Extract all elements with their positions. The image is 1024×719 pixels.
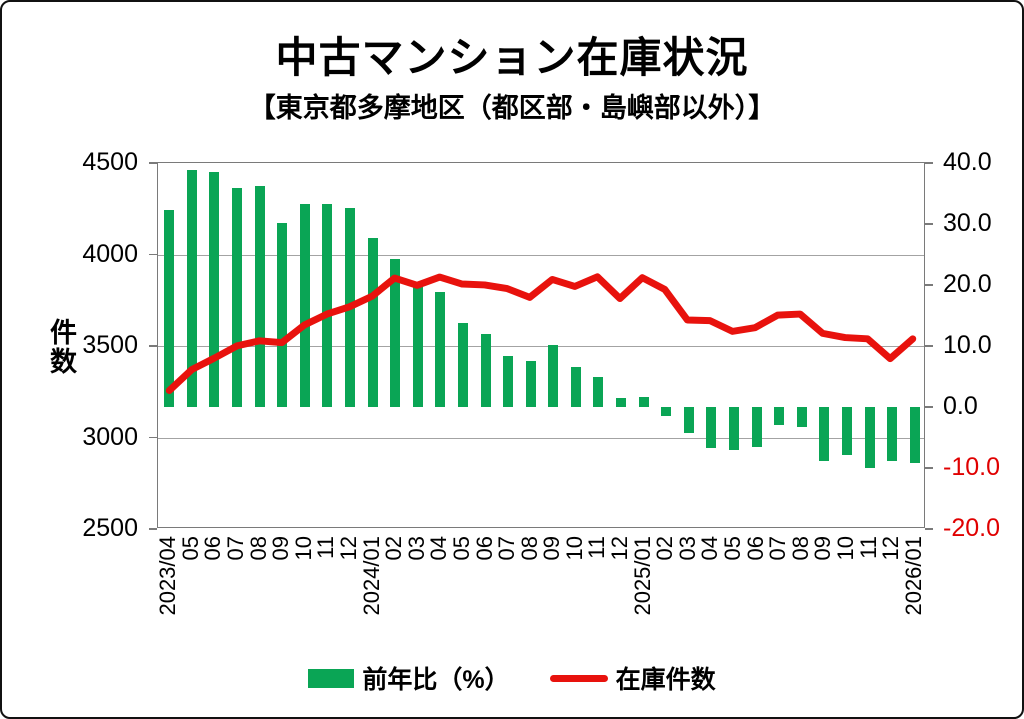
- axis-tick: [149, 253, 157, 255]
- x-axis-label: 11: [855, 536, 881, 559]
- axis-tick: [925, 345, 933, 347]
- bar: [887, 407, 898, 461]
- x-axis-label: 07: [223, 536, 249, 561]
- line-series: [165, 273, 917, 395]
- x-axis-label: 06: [742, 536, 768, 561]
- bar: [457, 323, 468, 407]
- bar: [299, 203, 310, 407]
- bar: [412, 281, 423, 407]
- x-axis-label: 10: [290, 536, 316, 561]
- axis-tick: [149, 528, 157, 530]
- x-axis-label: 03: [403, 536, 429, 561]
- x-axis-label: 10: [561, 536, 587, 561]
- left-axis-title: 件数: [46, 318, 76, 376]
- axis-tick: [925, 223, 933, 225]
- bar: [277, 222, 288, 407]
- axis-tick: [925, 284, 933, 286]
- axis-tick: [149, 436, 157, 438]
- chart-title: 中古マンション在庫状況: [275, 34, 749, 81]
- bar: [209, 171, 220, 407]
- axis-tick: [925, 528, 933, 530]
- bar: [638, 397, 649, 407]
- bar: [548, 344, 559, 407]
- bar: [367, 238, 378, 407]
- axis-tick: [925, 406, 933, 408]
- bar: [729, 407, 739, 451]
- bar: [390, 258, 401, 407]
- legend-item-line: 在庫件数: [549, 660, 716, 696]
- bar: [819, 407, 830, 461]
- bar: [232, 188, 243, 407]
- bar: [909, 407, 920, 463]
- bar: [322, 204, 333, 407]
- x-axis-label: 08: [787, 536, 813, 561]
- axis-tick: [925, 162, 933, 164]
- bar: [706, 407, 717, 449]
- bar: [525, 361, 536, 407]
- x-axis-label: 11: [584, 536, 610, 559]
- bar: [751, 407, 762, 448]
- x-axis-label: 06: [471, 536, 497, 561]
- grid-line: [158, 437, 924, 439]
- chart-subtitle: 【東京都多摩地区（都区部・島嶼部以外）】: [248, 93, 776, 123]
- bar: [683, 407, 694, 434]
- bar: [864, 407, 875, 468]
- x-axis-label: 12: [336, 536, 361, 561]
- axis-tick: [149, 162, 157, 164]
- legend: 前年比（%） 在庫件数: [2, 660, 1022, 696]
- line-series-label: 在庫件数: [615, 666, 716, 694]
- bar-series-swatch: [308, 668, 355, 688]
- axis-tick: [925, 467, 933, 469]
- x-axis-label: 02: [381, 536, 407, 561]
- bar: [616, 397, 627, 407]
- x-axis-label: 04: [426, 536, 452, 561]
- x-axis-label: 09: [268, 536, 294, 561]
- axis-tick: [149, 345, 157, 347]
- legend-item-bar: 前年比（%）: [308, 660, 510, 696]
- x-axis-label: 03: [674, 536, 700, 561]
- x-axis-label: 2023/04: [155, 536, 181, 616]
- bar: [841, 407, 852, 456]
- x-axis-label: 07: [494, 536, 520, 561]
- grid-line: [158, 254, 924, 256]
- bar: [593, 377, 604, 407]
- x-axis-label: 06: [200, 536, 226, 561]
- bar: [254, 186, 265, 407]
- x-axis-label: 12: [878, 536, 904, 561]
- bar: [796, 407, 807, 428]
- x-axis-label: 10: [832, 536, 858, 561]
- bar: [164, 209, 175, 407]
- plot-area: [157, 162, 925, 528]
- x-axis-labels: 2023/04 05 06 07 08 09 10 11 12 2024/01 02 03 04 05 06…: [155, 528, 926, 646]
- x-axis-label: 04: [697, 536, 723, 561]
- x-axis-label: 07: [765, 536, 791, 561]
- x-axis-label: 08: [245, 536, 271, 561]
- x-axis-label: 2026/01: [900, 536, 926, 616]
- x-axis-label: 12: [607, 536, 633, 561]
- bar-series-label: 前年比（%）: [362, 666, 510, 694]
- x-axis-label: 05: [720, 536, 745, 561]
- x-axis-label: 05: [177, 536, 203, 561]
- bar: [774, 407, 785, 425]
- x-axis-label: 02: [652, 536, 678, 561]
- x-axis-label: 2025/01: [629, 536, 655, 616]
- x-axis-label: 11: [313, 536, 339, 559]
- bar: [503, 355, 514, 407]
- x-axis-label: 09: [539, 536, 565, 561]
- grid-line: [158, 346, 924, 347]
- bar: [186, 170, 197, 407]
- x-axis-label: 08: [516, 536, 542, 561]
- x-axis-label: 09: [810, 536, 836, 561]
- x-axis-label: 2024/01: [358, 536, 384, 616]
- bar: [661, 407, 672, 416]
- line-series-swatch: [549, 674, 608, 682]
- bar: [435, 291, 446, 407]
- bar: [480, 334, 491, 407]
- x-axis-label: 05: [448, 536, 474, 561]
- bar: [570, 366, 581, 407]
- line-path: [165, 273, 917, 395]
